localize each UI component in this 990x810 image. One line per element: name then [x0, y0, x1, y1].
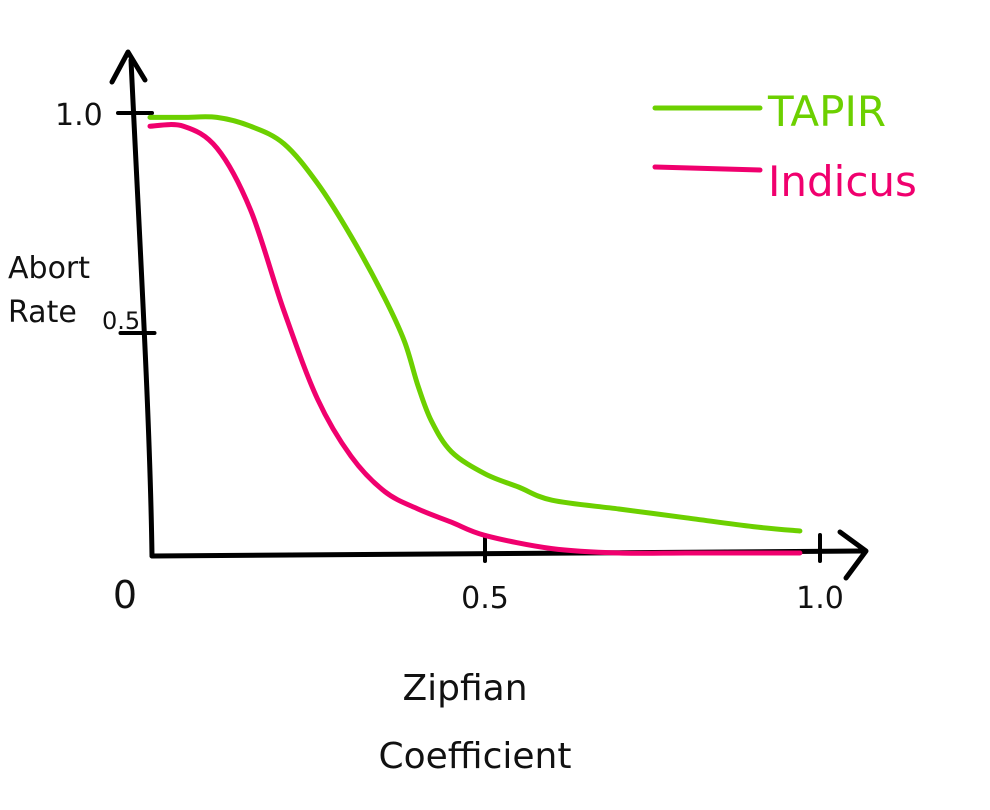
legend-swatch-indicus	[652, 164, 763, 173]
x-tick-label-2: 1.0	[796, 581, 844, 616]
y-tick-label-0: 0.5	[102, 307, 140, 335]
series-line-indicus	[147, 122, 803, 556]
y-axis	[109, 49, 155, 559]
series-layer	[147, 114, 803, 556]
x-axis-label-line-1: Zipfian	[402, 668, 527, 709]
y-axis-label-line-2: Rate	[8, 295, 77, 330]
legend-label-tapir: TAPIR	[767, 87, 886, 136]
ticks-layer: 0 0.5 1.0 0.5 1.0	[55, 98, 844, 617]
legend: TAPIR Indicus	[652, 87, 917, 206]
y-axis-label-line-1: Abort	[8, 251, 90, 286]
legend-label-indicus: Indicus	[768, 157, 917, 206]
y-tick-label-1: 1.0	[55, 98, 103, 133]
x-tick-label-1: 0.5	[461, 581, 509, 616]
x-tick-label-0: 0	[113, 573, 137, 617]
series-line-tapir	[147, 114, 803, 534]
x-axis-label-line-2: Coefficient	[379, 736, 572, 777]
